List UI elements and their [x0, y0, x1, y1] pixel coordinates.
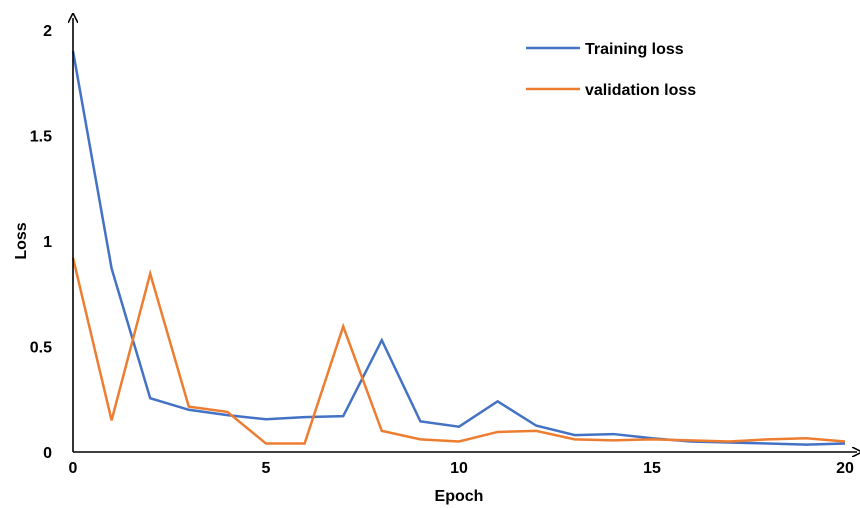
series-line-0 [71, 50, 846, 446]
x-tick-label: 10 [450, 460, 468, 477]
series-layer [71, 50, 846, 446]
legend-label-1: validation loss [585, 82, 696, 99]
x-axis-title: Epoch [435, 488, 484, 505]
y-axis-title: Loss [13, 222, 30, 259]
legend-label-0: Training loss [585, 41, 684, 58]
x-tick-label: 20 [836, 460, 854, 477]
y-tick-label: 0 [43, 445, 52, 462]
x-tick-label: 5 [262, 460, 271, 477]
y-tick-label: 1.5 [30, 129, 52, 146]
legend: Training loss validation loss [526, 41, 696, 99]
series-line-1 [71, 257, 846, 445]
y-tick-labels: 0 0.5 1 1.5 2 [30, 23, 52, 462]
x-tick-label: 15 [643, 460, 661, 477]
x-tick-labels: 0 5 10 15 20 [69, 460, 854, 477]
y-tick-label: 1 [43, 234, 52, 251]
x-tick-label: 0 [69, 460, 78, 477]
y-tick-label: 2 [43, 23, 52, 40]
y-tick-label: 0.5 [30, 340, 52, 357]
